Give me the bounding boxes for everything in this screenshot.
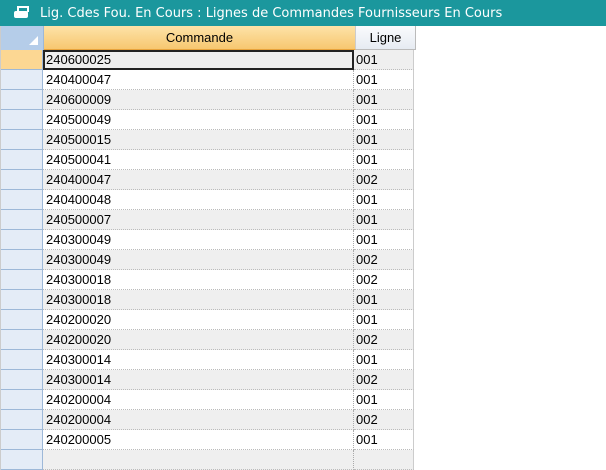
cell-ligne[interactable]: 001 (354, 110, 414, 130)
cell-ligne[interactable]: 001 (354, 210, 414, 230)
table-row[interactable]: 240500049 001 (1, 110, 416, 130)
cell-commande[interactable]: 240300014 (43, 370, 354, 390)
table-row[interactable]: 240300014 001 (1, 350, 416, 370)
cell-commande[interactable]: 240400047 (43, 70, 354, 90)
cell-ligne[interactable]: 002 (354, 170, 414, 190)
column-header-ligne[interactable]: Ligne (356, 26, 416, 50)
cell-commande[interactable]: 240300014 (43, 350, 354, 370)
row-header[interactable] (1, 170, 43, 190)
cell-ligne[interactable]: 001 (354, 70, 414, 90)
table-row[interactable]: 240300049 002 (1, 250, 416, 270)
row-header[interactable] (1, 70, 43, 90)
table-row[interactable]: 240200005 001 (1, 430, 416, 450)
row-header[interactable] (1, 210, 43, 230)
cell-ligne[interactable]: 001 (354, 130, 414, 150)
table-row[interactable]: 240300018 001 (1, 290, 416, 310)
cell-commande[interactable]: 240500041 (43, 150, 354, 170)
row-header[interactable] (1, 290, 43, 310)
table-row[interactable]: 240200004 002 (1, 410, 416, 430)
cell-ligne[interactable]: 002 (354, 270, 414, 290)
table-row[interactable]: 240400048 001 (1, 190, 416, 210)
row-header[interactable] (1, 450, 43, 470)
table-row[interactable]: 240300049 001 (1, 230, 416, 250)
row-header[interactable] (1, 430, 43, 450)
cell-ligne[interactable]: 001 (354, 50, 414, 70)
cell-commande[interactable]: 240200004 (43, 390, 354, 410)
cell-ligne[interactable]: 002 (354, 250, 414, 270)
row-header[interactable] (1, 130, 43, 150)
select-all-corner[interactable] (1, 26, 44, 50)
cell-ligne[interactable]: 002 (354, 330, 414, 350)
table-row[interactable]: 240500015 001 (1, 130, 416, 150)
row-header[interactable] (1, 250, 43, 270)
table-row[interactable]: 240200020 001 (1, 310, 416, 330)
printer-icon[interactable] (14, 6, 30, 20)
row-header[interactable] (1, 110, 43, 130)
table-row[interactable]: 240200004 001 (1, 390, 416, 410)
cell-ligne[interactable]: 001 (354, 150, 414, 170)
cell-commande[interactable]: 240500007 (43, 210, 354, 230)
cell-commande[interactable]: 240300049 (43, 250, 354, 270)
row-header[interactable] (1, 310, 43, 330)
table-row[interactable]: 240600025 001 (1, 50, 416, 70)
cell-commande[interactable]: 240300018 (43, 290, 354, 310)
cell-ligne[interactable]: 001 (354, 310, 414, 330)
cell-ligne[interactable]: 001 (354, 390, 414, 410)
table-row[interactable]: 240400047 001 (1, 70, 416, 90)
row-header[interactable] (1, 190, 43, 210)
cell-ligne[interactable] (354, 450, 414, 470)
cell-ligne[interactable]: 002 (354, 370, 414, 390)
cell-ligne[interactable]: 001 (354, 190, 414, 210)
table-row[interactable]: 240300018 002 (1, 270, 416, 290)
grid-header: Commande Ligne (1, 26, 416, 50)
table-row[interactable]: 240400047 002 (1, 170, 416, 190)
row-header[interactable] (1, 230, 43, 250)
cell-commande[interactable]: 240300049 (43, 230, 354, 250)
row-header[interactable] (1, 410, 43, 430)
table-row[interactable]: 240500007 001 (1, 210, 416, 230)
table-row[interactable]: 240600009 001 (1, 90, 416, 110)
title-bar: Lig. Cdes Fou. En Cours : Lignes de Comm… (0, 0, 606, 26)
cell-commande[interactable]: 240200005 (43, 430, 354, 450)
row-header[interactable] (1, 90, 43, 110)
cell-commande[interactable]: 240400048 (43, 190, 354, 210)
cell-commande[interactable]: 240500049 (43, 110, 354, 130)
cell-commande[interactable]: 240300018 (43, 270, 354, 290)
cell-commande[interactable]: 240600025 (43, 50, 354, 70)
window-title: Lig. Cdes Fou. En Cours : Lignes de Comm… (40, 5, 503, 21)
cell-commande[interactable] (43, 450, 354, 470)
cell-commande[interactable]: 240200004 (43, 410, 354, 430)
row-header[interactable] (1, 370, 43, 390)
cell-commande[interactable]: 240200020 (43, 330, 354, 350)
cell-commande[interactable]: 240400047 (43, 170, 354, 190)
cell-commande[interactable]: 240600009 (43, 90, 354, 110)
cell-ligne[interactable]: 001 (354, 230, 414, 250)
row-header[interactable] (1, 150, 43, 170)
cell-ligne[interactable]: 001 (354, 430, 414, 450)
data-grid[interactable]: Commande Ligne 240600025 001 240400047 001 2… (0, 26, 416, 470)
cell-ligne[interactable]: 001 (354, 290, 414, 310)
column-header-commande[interactable]: Commande (44, 26, 356, 50)
row-header[interactable] (1, 390, 43, 410)
cell-ligne[interactable]: 002 (354, 410, 414, 430)
row-header[interactable] (1, 350, 43, 370)
cell-ligne[interactable]: 001 (354, 90, 414, 110)
cell-commande[interactable]: 240200020 (43, 310, 354, 330)
cell-commande[interactable]: 240500015 (43, 130, 354, 150)
table-row[interactable]: 240500041 001 (1, 150, 416, 170)
cell-ligne[interactable]: 001 (354, 350, 414, 370)
table-row[interactable]: 240200020 002 (1, 330, 416, 350)
row-header[interactable] (1, 330, 43, 350)
row-header[interactable] (1, 50, 43, 70)
table-row-partial[interactable] (1, 450, 416, 470)
row-header[interactable] (1, 270, 43, 290)
table-row[interactable]: 240300014 002 (1, 370, 416, 390)
